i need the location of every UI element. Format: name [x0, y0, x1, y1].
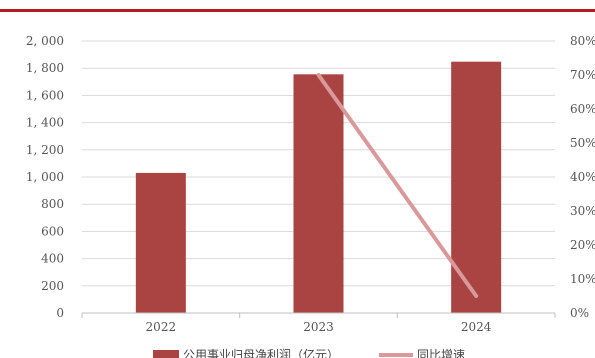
y-right-tick-label: 80%	[570, 34, 595, 48]
y-right-tick-label: 30%	[570, 204, 595, 218]
x-tick-label: 2024	[461, 320, 492, 334]
y-left-tick-label: 400	[41, 252, 64, 266]
y-left-tick-label: 1, 200	[26, 143, 64, 157]
legend-label-bar: 公用事业归母净利润（亿元）	[183, 347, 339, 358]
y-left-tick-label: 600	[41, 224, 64, 238]
y-left-tick-label: 0	[56, 306, 64, 320]
line-point	[474, 294, 478, 298]
legend: 公用事业归母净利润（亿元） 同比增速	[153, 347, 465, 358]
growth-line	[316, 73, 479, 298]
y-right-tick-label: 40%	[570, 170, 595, 184]
bar	[135, 172, 186, 313]
y-left-tick-label: 1, 400	[26, 116, 64, 130]
x-axis	[81, 312, 556, 318]
legend-swatch-bar	[153, 350, 179, 358]
x-tick-label: 2023	[303, 320, 334, 334]
line-series	[316, 73, 479, 298]
y-right-tick-label: 70%	[570, 68, 595, 82]
y-right-tick-label: 10%	[570, 272, 595, 286]
y-left-tick-label: 1, 000	[26, 170, 64, 184]
y-right-tick-label: 50%	[570, 136, 595, 150]
legend-label-line: 同比增速	[417, 348, 465, 358]
bar	[293, 74, 344, 313]
y-right-tick-label: 0%	[570, 306, 589, 320]
y-right-tick-label: 20%	[570, 238, 595, 252]
header-rule	[0, 9, 595, 12]
y-left-tick-label: 1, 800	[26, 61, 64, 75]
bar-series	[135, 61, 502, 314]
y-left-tick-label: 200	[41, 279, 64, 293]
y-axis-left: 0 200 400 600 800 1, 000 1, 200 1, 400 1, 600 1, …	[26, 34, 64, 320]
x-axis-labels: 2022 2023 2024	[146, 320, 492, 334]
y-left-tick-label: 800	[41, 197, 64, 211]
y-left-tick-label: 1, 600	[26, 88, 64, 102]
y-right-tick-label: 60%	[570, 102, 595, 116]
y-axis-right: 0% 10% 20% 30% 40% 50% 60% 70% 80%	[570, 34, 595, 320]
bar	[451, 61, 502, 314]
line-point	[317, 73, 320, 77]
y-left-tick-label: 2, 000	[26, 34, 64, 48]
x-tick-label: 2022	[146, 320, 177, 334]
